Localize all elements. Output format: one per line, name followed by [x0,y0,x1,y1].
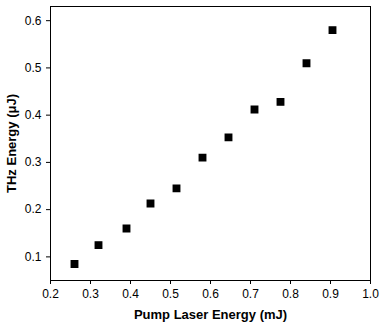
svg-text:0.7: 0.7 [242,287,259,301]
svg-text:0.8: 0.8 [282,287,299,301]
svg-text:0.2: 0.2 [25,202,42,216]
svg-text:THz Energy (μJ): THz Energy (μJ) [4,94,19,193]
svg-text:0.3: 0.3 [82,287,99,301]
svg-text:Pump Laser Energy (mJ): Pump Laser Energy (mJ) [134,307,287,322]
svg-text:0.6: 0.6 [25,14,42,28]
svg-text:1.0: 1.0 [362,287,379,301]
svg-text:0.5: 0.5 [162,287,179,301]
svg-text:0.5: 0.5 [25,61,42,75]
svg-text:0.6: 0.6 [202,287,219,301]
svg-text:0.2: 0.2 [42,287,59,301]
svg-text:0.4: 0.4 [122,287,139,301]
svg-text:0.9: 0.9 [322,287,339,301]
svg-text:0.3: 0.3 [25,155,42,169]
svg-text:0.4: 0.4 [25,108,42,122]
svg-text:0.1: 0.1 [25,250,42,264]
